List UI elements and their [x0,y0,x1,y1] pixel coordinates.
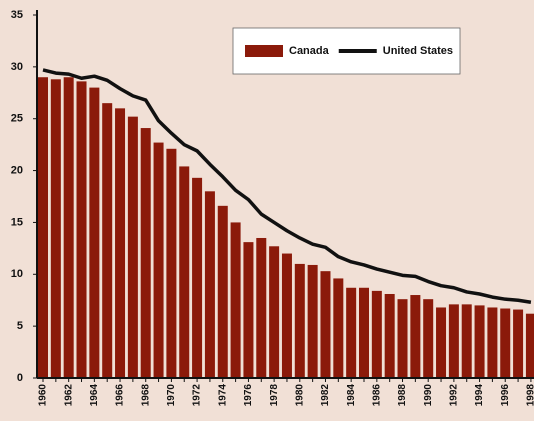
bar [397,299,408,378]
bar [50,79,61,378]
bar [513,309,524,378]
x-tick-label: 1986 [371,384,382,407]
bar [487,307,498,378]
bar [217,205,228,378]
x-tick-label: 1980 [294,384,305,407]
y-tick-label: 35 [11,9,23,21]
x-tick-label: 1974 [217,384,228,407]
x-tick-label: 1990 [423,384,434,407]
x-tick-label: 1978 [269,384,280,407]
y-tick-label: 30 [11,61,23,73]
bar [127,116,138,378]
bar [346,287,357,378]
x-tick-label: 1972 [192,384,203,407]
bar [359,287,369,378]
x-tick-label: 1982 [320,384,331,407]
bar [371,290,382,378]
bar [256,237,267,378]
bar [63,77,74,378]
y-tick-label: 25 [11,113,23,125]
x-tick-label: 1960 [38,384,49,407]
line [42,68,532,305]
bar [474,305,485,378]
legend-label: United States [383,45,453,57]
x-tick-label: 1992 [449,384,460,407]
x-tick-label: 1962 [63,384,74,407]
bar [333,278,344,378]
legend-swatch [245,45,283,57]
bar [230,222,241,378]
x-tick-label: 1968 [140,384,151,407]
bar [384,293,395,378]
y-tick-label: 0 [17,372,23,384]
bar [423,299,434,378]
x-tick-label: 1996 [500,384,511,407]
bar [192,177,203,378]
y-tick-label: 20 [11,164,23,176]
bar [38,77,48,378]
x-tick-label: 1970 [166,384,177,407]
bar [153,142,164,378]
legend-label: Canada [289,45,330,57]
bar [76,81,87,379]
bar [461,304,472,378]
bar [436,307,447,378]
bar [307,264,318,378]
x-tick-label: 1984 [346,384,357,407]
bar [243,242,254,378]
bar [102,103,113,379]
bar [179,166,190,378]
bar [448,304,459,378]
bar [525,313,534,378]
bar [500,308,511,378]
x-tick-label: 1966 [115,384,126,407]
bar [320,271,331,378]
bar [166,148,177,378]
y-tick-label: 15 [11,216,23,228]
bar [269,246,280,378]
x-tick-label: 1988 [397,384,408,407]
x-tick-label: 1994 [474,384,485,407]
y-tick-label: 5 [17,320,23,332]
y-tick-label: 10 [11,268,23,280]
bar [115,108,126,378]
bar [281,253,292,378]
x-tick-label: 1964 [89,384,100,407]
bar [294,263,305,378]
x-tick-label: 1976 [243,384,254,407]
bar [204,191,215,378]
bar [410,295,421,378]
bar [89,87,100,378]
bar [140,128,151,378]
x-tick-label: 1998 [526,384,534,407]
